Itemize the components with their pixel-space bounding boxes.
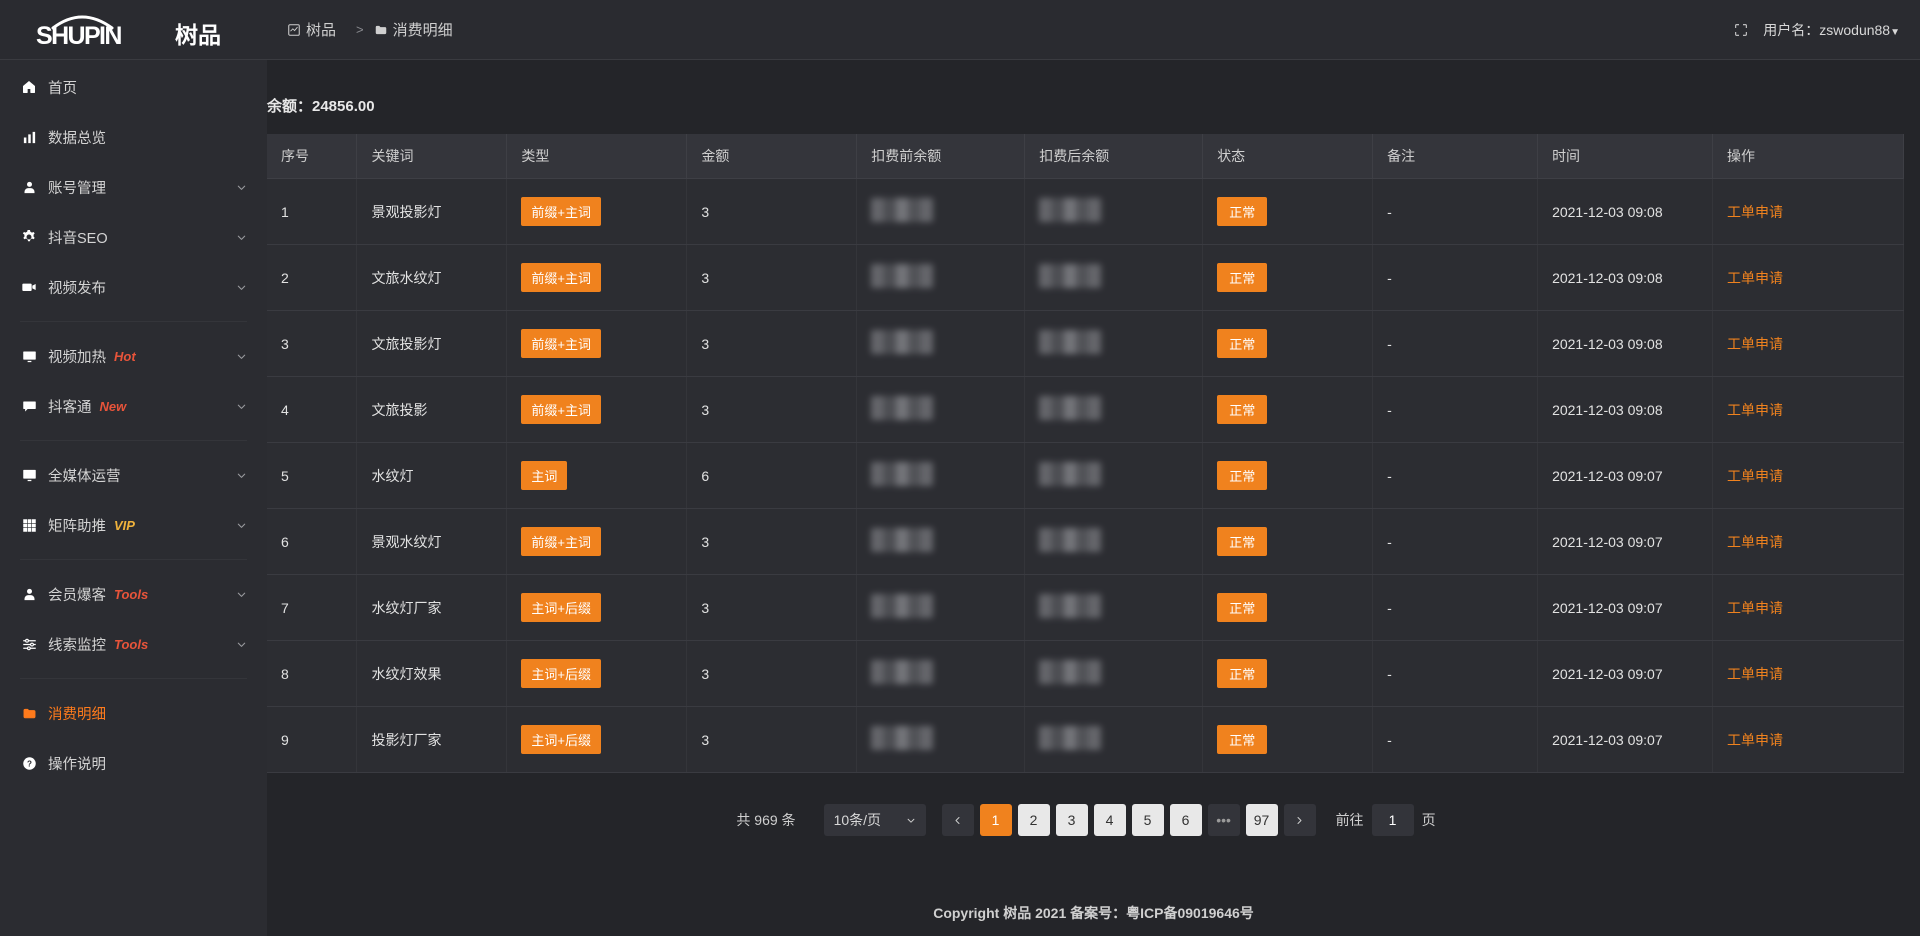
svg-text:SHUPIN: SHUPIN (36, 22, 121, 47)
svg-text:?: ? (27, 759, 32, 768)
svg-text:树品: 树品 (175, 22, 221, 47)
